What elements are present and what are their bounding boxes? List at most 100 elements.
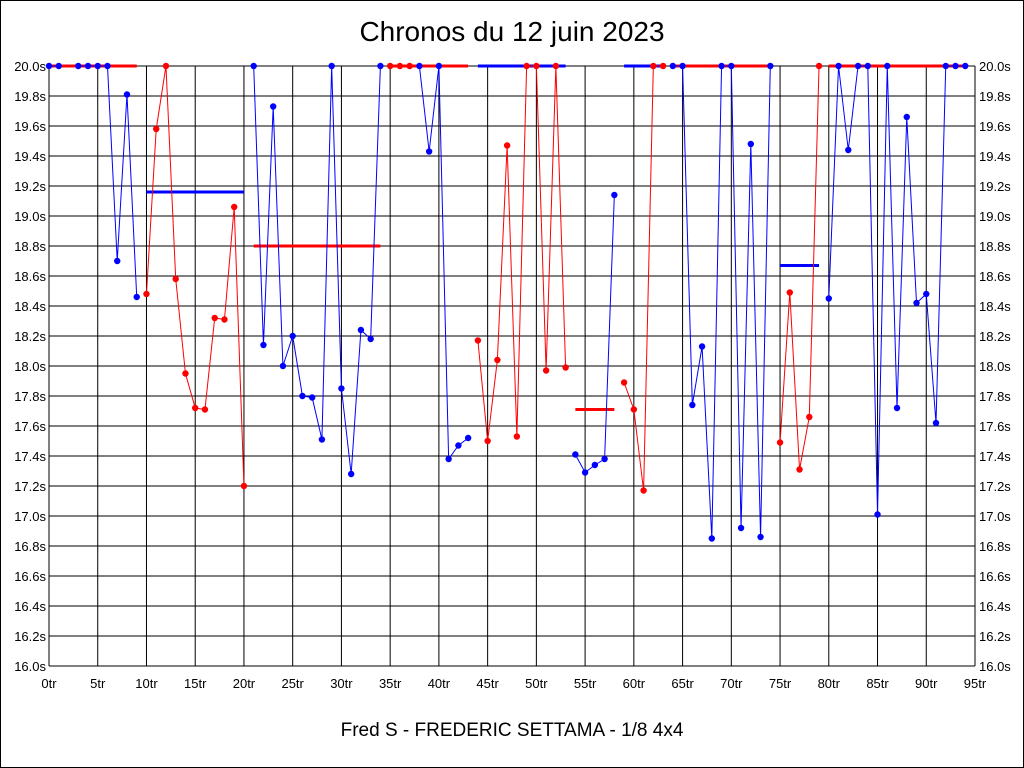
data-point: [552, 62, 560, 70]
data-point: [630, 406, 638, 413]
series-line: [477, 65, 567, 442]
y-tick-label-right: 18.2s: [979, 329, 1011, 344]
data-point: [114, 257, 121, 265]
data-point: [328, 62, 335, 70]
y-tick-label-left: 18.4s: [14, 299, 46, 314]
y-tick-label-left: 18.2s: [14, 329, 46, 344]
average-lines-layer: [49, 64, 966, 411]
y-tick-label-left: 16.4s: [14, 599, 46, 614]
data-point: [854, 62, 862, 70]
data-point: [640, 487, 647, 494]
y-tick-label-left: 17.0s: [14, 509, 46, 524]
series-red: [386, 62, 413, 70]
data-point: [455, 442, 462, 449]
data-point: [377, 62, 384, 70]
data-point: [845, 146, 852, 154]
series-line: [779, 65, 820, 470]
data-point: [299, 392, 306, 400]
x-tick-label: 85tr: [866, 676, 889, 691]
x-tick-label: 70tr: [720, 676, 743, 691]
x-tick-label: 35tr: [379, 676, 402, 691]
data-point: [104, 62, 111, 70]
x-tick-label: 50tr: [525, 676, 548, 691]
y-tick-label-right: 20.0s: [979, 59, 1011, 74]
data-point: [767, 62, 774, 70]
data-point: [523, 62, 530, 70]
series-line: [418, 65, 469, 461]
data-point: [601, 455, 608, 463]
y-tick-label-left: 18.0s: [14, 359, 46, 374]
data-point: [679, 62, 686, 70]
data-point: [825, 295, 832, 302]
data-point: [367, 335, 374, 343]
x-tick-label: 0tr: [41, 676, 57, 691]
x-tick-label: 75tr: [769, 676, 792, 691]
x-tick-label: 65tr: [671, 676, 694, 691]
data-point: [435, 62, 443, 70]
series-blue: [825, 62, 969, 518]
data-point: [893, 404, 901, 412]
data-point: [689, 401, 696, 409]
chart-footer: Fred S - FREDERIC SETTAMA - 1/8 4x4: [340, 720, 684, 741]
x-tick-label: 25tr: [281, 676, 304, 691]
x-tick-label: 20tr: [233, 676, 256, 691]
data-point: [231, 203, 238, 211]
data-point: [279, 362, 287, 370]
data-point: [494, 356, 501, 364]
y-tick-label-left: 16.0s: [14, 659, 46, 674]
y-tick-label-left: 17.2s: [14, 479, 46, 494]
data-point: [94, 62, 101, 70]
series-blue: [75, 62, 140, 301]
x-tick-label: 90tr: [915, 676, 938, 691]
series-red: [620, 62, 667, 494]
data-point: [221, 316, 228, 323]
data-point: [84, 62, 92, 70]
series-line: [828, 65, 966, 515]
data-point: [445, 455, 452, 463]
series-blue: [45, 62, 62, 70]
y-tick-label-right: 16.4s: [979, 599, 1011, 614]
data-point: [55, 62, 62, 70]
y-tick-label-right: 17.0s: [979, 509, 1011, 524]
data-point: [123, 91, 131, 98]
data-point: [406, 62, 413, 70]
data-point: [182, 370, 189, 377]
x-tick-label: 80tr: [818, 676, 841, 691]
data-point: [484, 437, 491, 445]
data-point: [835, 62, 842, 70]
data-point: [718, 62, 725, 70]
data-point: [464, 434, 472, 442]
y-tick-label-left: 16.8s: [14, 539, 46, 554]
x-tick-label: 55tr: [574, 676, 597, 691]
data-point: [815, 62, 823, 70]
axis-labels-layer: 16.0s 16.0s 16.2s 16.2s 16.4s 16.4s 16.6s 16.6s…: [14, 59, 1011, 691]
series-red: [776, 62, 823, 473]
y-tick-label-right: 17.4s: [979, 449, 1011, 464]
data-point: [250, 62, 257, 70]
data-point: [474, 337, 482, 344]
y-tick-label-left: 16.2s: [14, 629, 46, 644]
data-point: [884, 62, 891, 70]
data-point: [952, 62, 959, 70]
y-tick-label-right: 19.2s: [979, 179, 1011, 194]
data-point: [211, 314, 218, 322]
data-point: [153, 125, 160, 133]
x-tick-label: 95tr: [964, 676, 987, 691]
data-point: [201, 406, 209, 413]
data-point: [425, 148, 433, 155]
data-point: [143, 290, 150, 298]
data-point: [162, 62, 170, 70]
data-point: [45, 62, 53, 70]
data-point: [240, 482, 248, 490]
data-point: [757, 533, 764, 541]
x-tick-label: 40tr: [428, 676, 451, 691]
y-tick-label-right: 17.6s: [979, 419, 1011, 434]
data-point: [581, 469, 589, 476]
data-point: [308, 394, 316, 401]
data-point: [269, 103, 277, 110]
y-tick-label-left: 17.6s: [14, 419, 46, 434]
y-tick-label-left: 19.6s: [14, 119, 46, 134]
y-tick-label-left: 18.8s: [14, 239, 46, 254]
